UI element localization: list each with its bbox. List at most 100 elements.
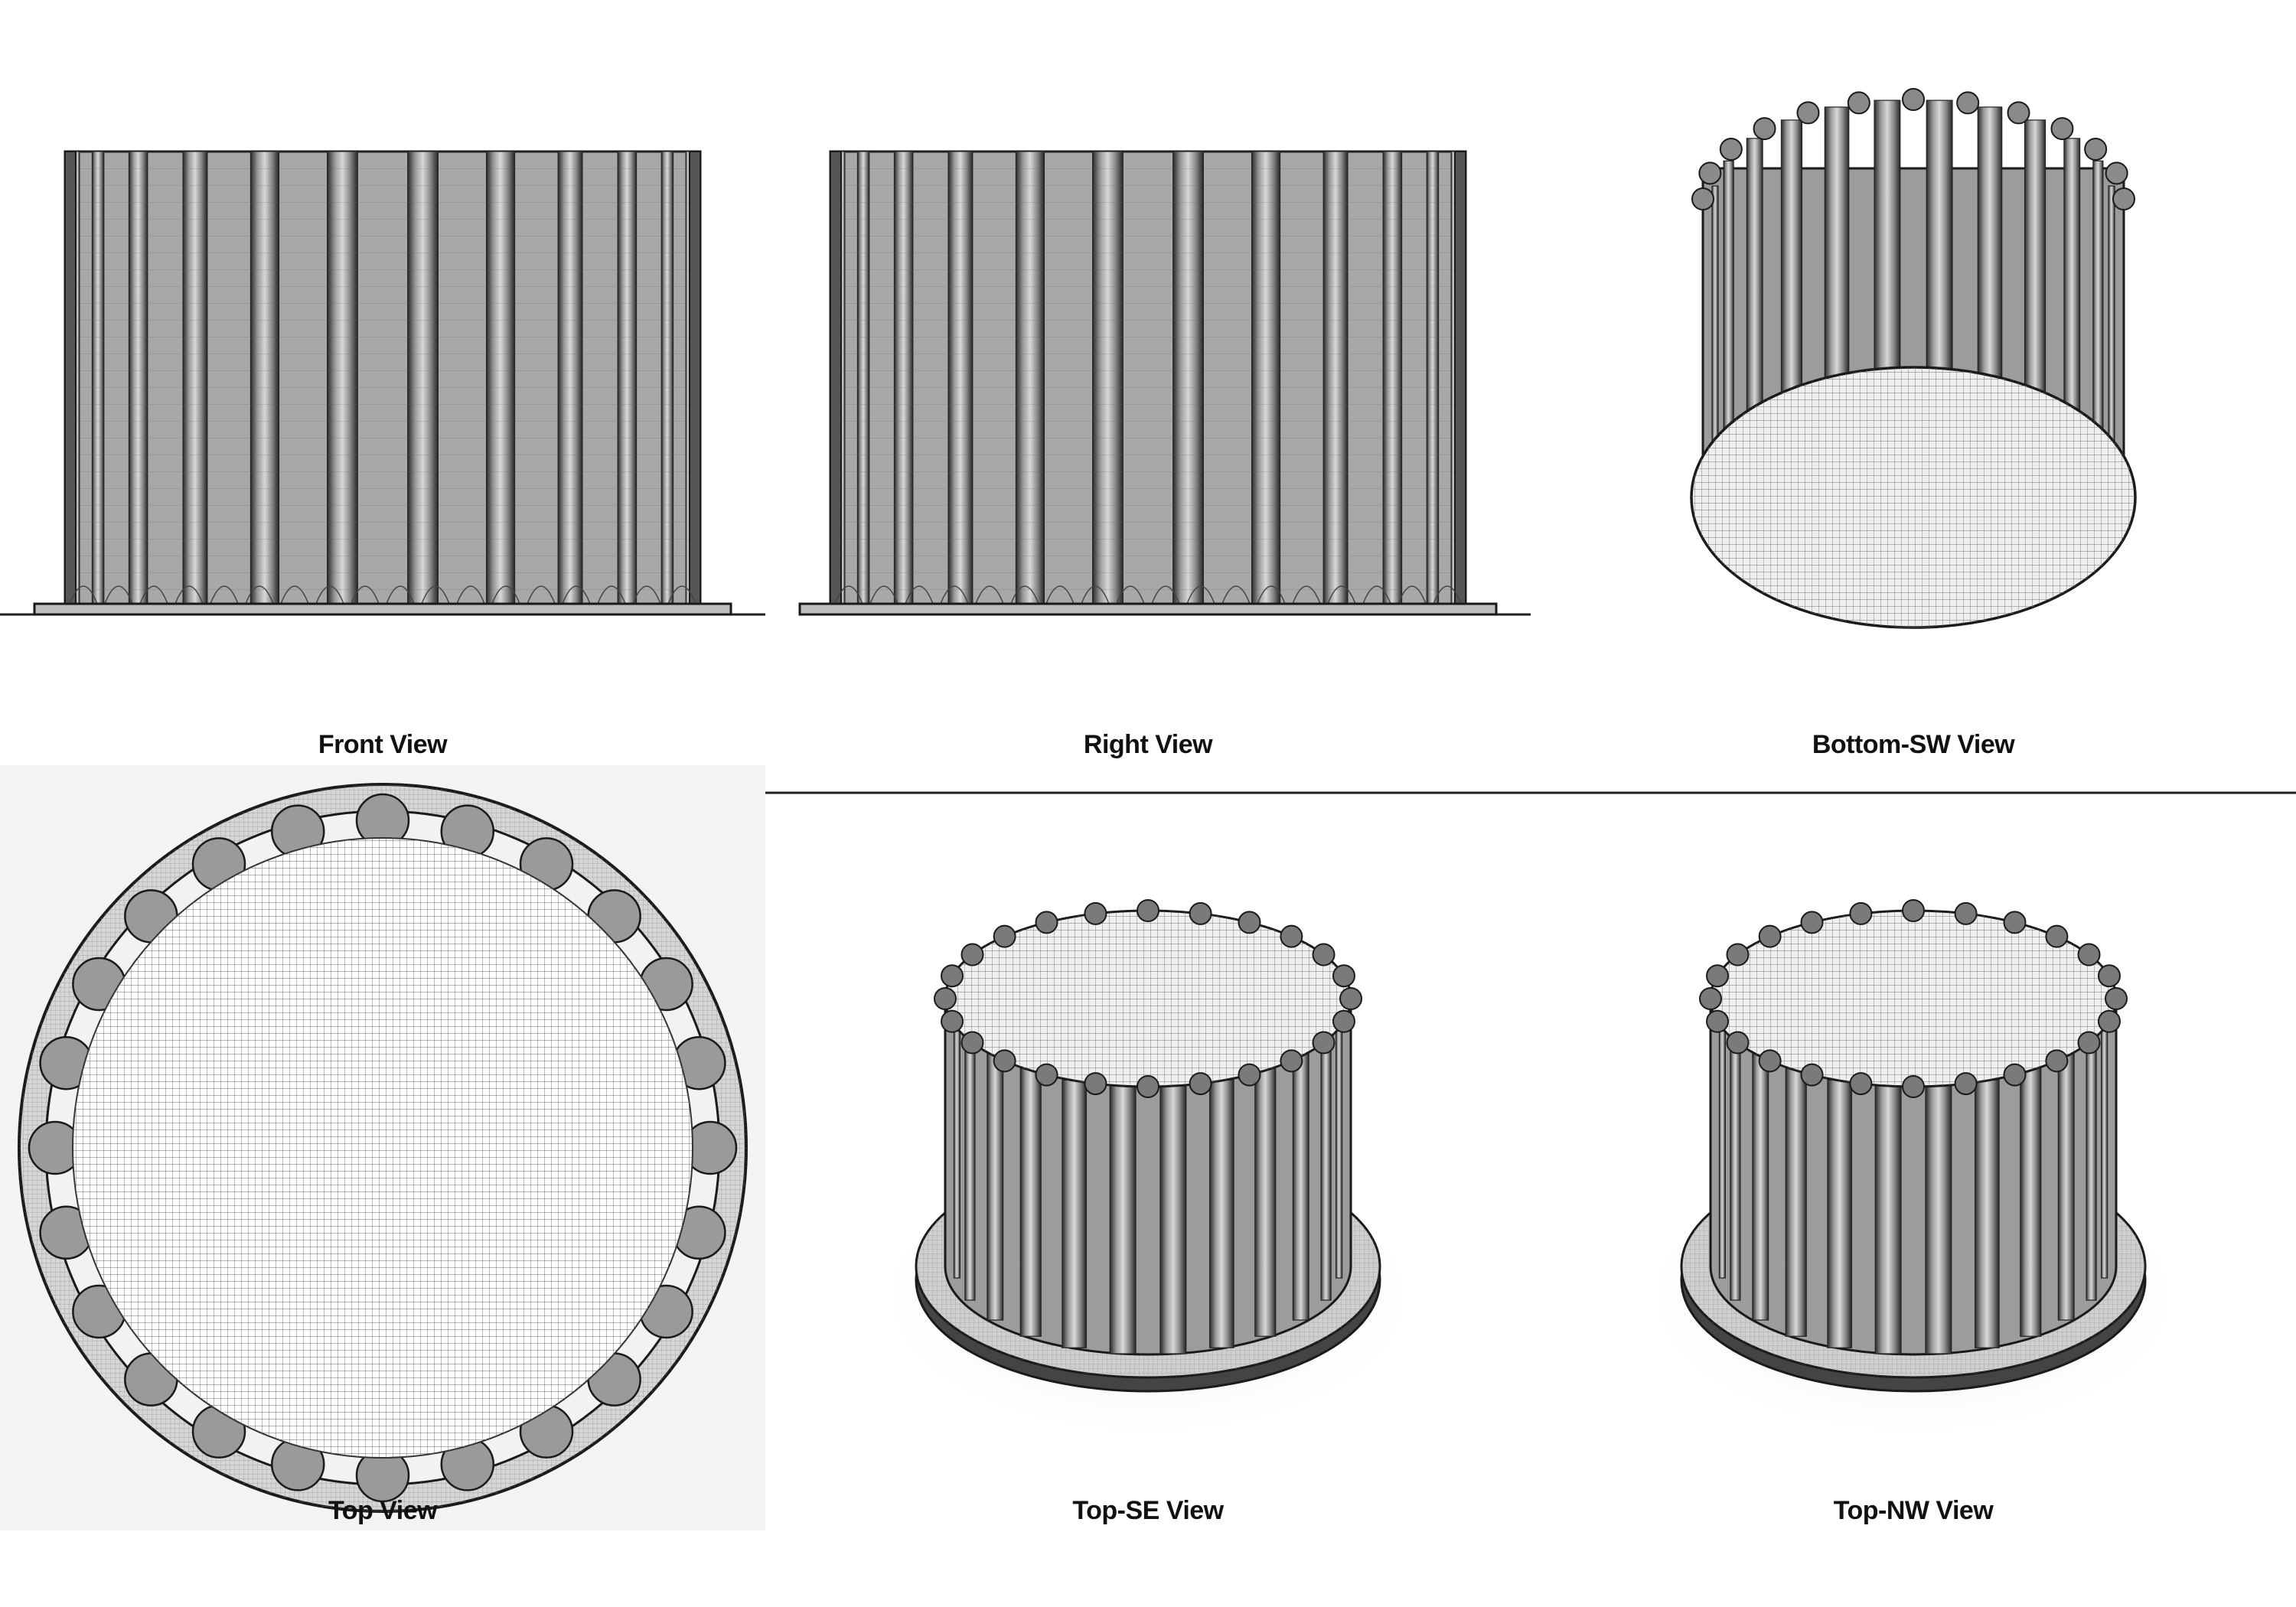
flute [2057,1051,2075,1321]
rim-scallop [1726,1031,1750,1054]
bottom-sw-view-drawing [1690,88,2137,629]
rim-scallop [1137,899,1159,922]
fillet-scallop [1116,585,1145,605]
cylinder-body [1709,997,2118,1356]
flute [1874,99,1901,399]
rim-scallop [2077,1031,2101,1054]
rim-scallop [1726,943,1750,966]
top-scallop [2112,187,2135,210]
flute [2100,1009,2108,1279]
rim-scallop [2097,1009,2121,1033]
right-view-label: Right View [1083,730,1213,759]
flute [1320,1032,1332,1301]
top-scallop [1691,187,1714,210]
mesh-overlay [65,152,700,604]
rim-scallop [2097,964,2121,988]
rim-scallop [1280,1049,1303,1073]
rim-scallop [960,943,984,966]
flute [1019,1068,1042,1337]
flute [1209,1079,1234,1348]
fillet-scallop [905,585,934,605]
flute [1109,1085,1137,1354]
flute [1723,160,1734,460]
flute [2063,138,2081,438]
rim-scallop [1189,1072,1212,1096]
rim-scallop [941,1009,964,1033]
fillet-scallop [1327,585,1356,605]
rim-scallop [1332,1009,1355,1033]
top-scallop [2007,101,2030,125]
top-scallop [2105,161,2128,185]
rim-scallop [1189,901,1212,925]
fillet-scallop [69,585,98,605]
rim-scallop [1312,1031,1336,1054]
rim-scallop [1137,1075,1159,1098]
top-view-label: Top View [328,1496,438,1525]
rim-scallop [960,1031,984,1054]
top-nw-view-drawing [1626,899,2200,1446]
fillet-scallop [351,585,380,605]
rim-scallop [2105,987,2128,1010]
rim-scallop [1339,987,1362,1010]
top-scallop [1847,91,1870,115]
fillet-scallop [1433,585,1462,605]
flute [1292,1051,1309,1321]
fillet-scallop [174,585,204,605]
fillet-scallop [245,585,274,605]
fillet-scallop [491,585,520,605]
rim-scallop [993,1049,1016,1073]
flute [1785,1068,1807,1337]
fillet-scallop [1010,585,1039,605]
flute [1977,106,2003,406]
right-edge [689,151,701,605]
rim-scallop [934,987,957,1010]
flute [2024,119,2047,419]
flute [2086,1032,2097,1301]
top-view-drawing [0,765,765,1530]
fillet-scallop [940,585,969,605]
base-plinth [798,602,1498,616]
rim-scallop [1902,1075,1925,1098]
rim-scallop [1699,987,1722,1010]
right-edge [1454,151,1466,605]
rim-scallop [941,964,964,988]
fillet-scallop [1362,585,1391,605]
fillet-scallop [1257,585,1286,605]
fillet-scallop [1045,585,1075,605]
fillet-scallop [597,585,626,605]
flute [1824,106,1850,406]
front-view-drawing [0,150,765,616]
flute [1827,1079,1852,1348]
rim-scallop [1084,1072,1107,1096]
rim-scallop [2003,911,2027,934]
rim-scallop [993,924,1016,948]
top-scallop [1902,88,1925,111]
fillet-scallop [386,585,415,605]
rim-scallop [2003,1063,2027,1087]
rim-scallop [1706,964,1730,988]
mesh-overlay [830,152,1466,604]
flute [1062,1079,1087,1348]
fillet-scallop [1081,585,1110,605]
top-face-mesh [73,838,693,1458]
flute [1254,1068,1277,1337]
bottom-sw-view-label: Bottom-SW View [1812,730,2015,759]
rim-scallop [2077,943,2101,966]
top-face-mesh [1711,911,2116,1087]
rim-scallop [1758,1049,1782,1073]
bottom-face-mesh [1691,367,2135,627]
rim-scallop [2045,924,2069,948]
flute [2020,1068,2042,1337]
top-scallop [1796,101,1820,125]
rim-scallop [1954,901,1978,925]
fillet-scallop [1292,585,1321,605]
fillet-scallop [1186,585,1215,605]
rim-scallop [1280,924,1303,948]
top-scallop [1956,91,1980,115]
rim-scallop [1238,1063,1261,1087]
rim-scallop [1706,1009,1730,1033]
fillet-scallop [104,585,133,605]
rim-scallop [1849,901,1873,925]
flute [1159,1085,1187,1354]
